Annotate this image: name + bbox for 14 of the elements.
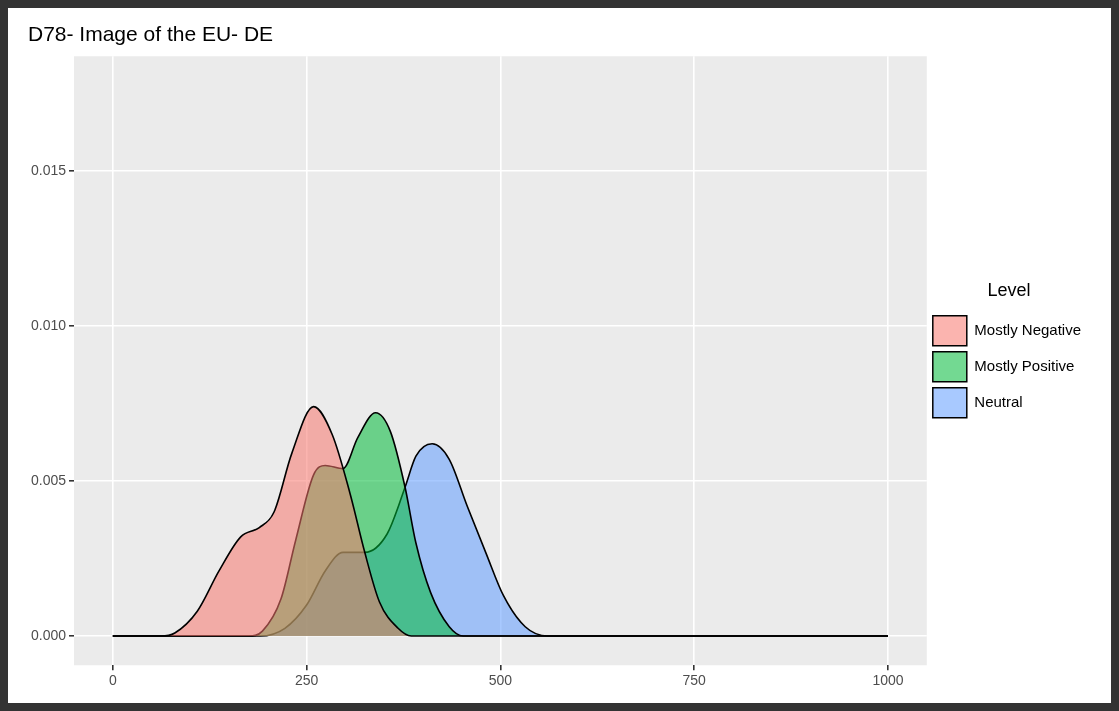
x-tick-label: 0: [108, 672, 117, 689]
x-tick-label: 750: [682, 672, 707, 689]
x-tick-label: 250: [294, 672, 319, 689]
y-tick-label: 0.000: [30, 626, 67, 643]
chart-title: D78- Image of the EU- DE: [28, 22, 274, 46]
legend-label: Neutral: [974, 392, 1023, 410]
x-tick-label: 500: [488, 672, 513, 689]
y-tick-label: 0.010: [30, 316, 67, 333]
y-tick-label: 0.015: [30, 161, 67, 178]
legend-label: Mostly Positive: [974, 356, 1075, 374]
legend-title: Level: [987, 280, 1031, 301]
legend-label: Mostly Negative: [974, 320, 1082, 338]
y-tick-label: 0.005: [30, 471, 67, 488]
x-tick-label: 1000: [872, 672, 904, 689]
